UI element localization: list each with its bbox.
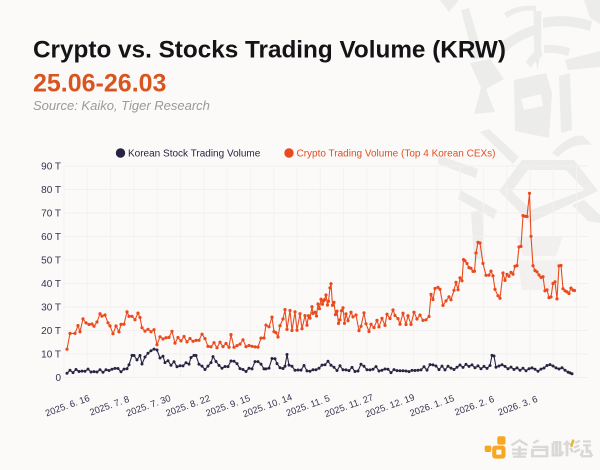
svg-text:30 T: 30 T	[41, 303, 61, 314]
svg-text:40 T: 40 T	[41, 279, 61, 290]
svg-text:25.06-26.03: 25.06-26.03	[33, 70, 166, 98]
svg-text:90 T: 90 T	[41, 162, 61, 173]
svg-text:20 T: 20 T	[41, 326, 61, 337]
svg-text:60 T: 60 T	[41, 232, 61, 243]
svg-text:70 T: 70 T	[41, 209, 61, 220]
svg-text:Korean Stock Trading Volume: Korean Stock Trading Volume	[128, 149, 261, 160]
svg-text:Crypto Trading Volume (Top 4 K: Crypto Trading Volume (Top 4 Korean CEXs…	[297, 149, 496, 160]
svg-text:0: 0	[55, 373, 61, 384]
svg-text:50 T: 50 T	[41, 256, 61, 267]
svg-text:Crypto vs. Stocks Trading Volu: Crypto vs. Stocks Trading Volume (KRW)	[33, 37, 506, 64]
svg-text:10 T: 10 T	[41, 350, 61, 361]
svg-text:Source: Kaiko, Tiger Research: Source: Kaiko, Tiger Research	[33, 98, 210, 113]
svg-text:80 T: 80 T	[41, 185, 61, 196]
